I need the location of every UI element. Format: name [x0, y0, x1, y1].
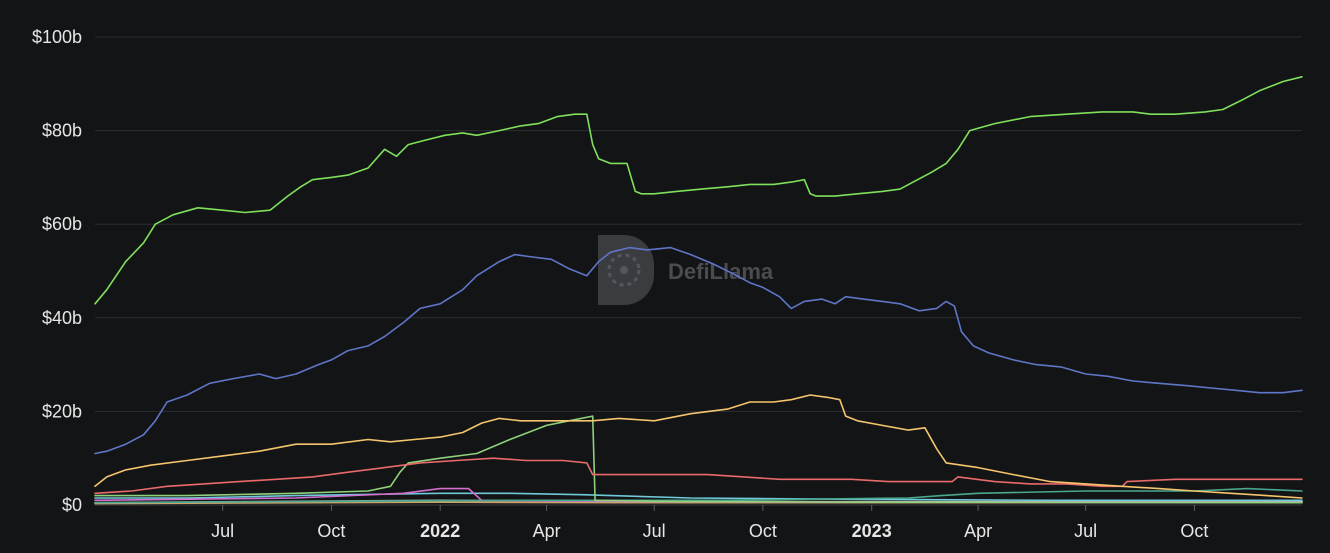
y-tick-label: $20b — [42, 401, 82, 421]
y-tick-label: $0 — [62, 495, 82, 515]
defillama-logo-icon — [598, 235, 654, 305]
x-tick-label: Oct — [1180, 521, 1208, 541]
watermark-text: DefiLlama — [668, 259, 774, 284]
y-tick-label: $80b — [42, 121, 82, 141]
x-tick-label: 2023 — [852, 521, 892, 541]
x-axis-tick-labels: Jul Oct 2022 Apr Jul Oct 2023 Apr Jul Oct — [211, 505, 1208, 541]
series-line-4 — [94, 415, 1303, 504]
series-line-2 — [94, 394, 1303, 499]
x-tick-label: Jul — [211, 521, 234, 541]
series-line-5 — [94, 487, 1303, 504]
series-lines — [94, 76, 1303, 505]
x-tick-label: Apr — [533, 521, 561, 541]
y-tick-label: $40b — [42, 308, 82, 328]
y-tick-label: $60b — [42, 214, 82, 234]
gridlines — [95, 36, 1302, 506]
y-tick-label: $100b — [32, 27, 82, 47]
x-tick-label: Oct — [317, 521, 345, 541]
x-tick-label: Jul — [643, 521, 666, 541]
x-tick-label: Apr — [964, 521, 992, 541]
series-line-3 — [94, 457, 1303, 495]
defillama-watermark: DefiLlama — [598, 235, 774, 305]
y-axis-tick-labels: $0 $20b $40b $60b $80b $100b — [32, 27, 82, 515]
x-tick-label: Oct — [749, 521, 777, 541]
series-line-0 — [94, 76, 1303, 305]
x-tick-label: Jul — [1074, 521, 1097, 541]
series-line-1 — [94, 246, 1303, 455]
x-tick-label: 2022 — [420, 521, 460, 541]
series-line-7 — [94, 492, 1303, 502]
